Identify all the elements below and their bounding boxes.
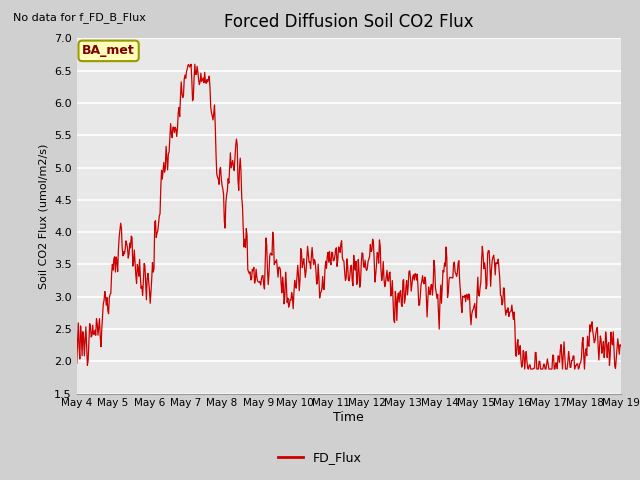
Title: Forced Diffusion Soil CO2 Flux: Forced Diffusion Soil CO2 Flux [224,13,474,31]
Legend: FD_Flux: FD_Flux [273,446,367,469]
Y-axis label: Soil CO2 Flux (umol/m2/s): Soil CO2 Flux (umol/m2/s) [38,144,49,288]
Text: No data for f_FD_B_Flux: No data for f_FD_B_Flux [13,12,146,23]
X-axis label: Time: Time [333,411,364,424]
Text: BA_met: BA_met [82,44,135,58]
